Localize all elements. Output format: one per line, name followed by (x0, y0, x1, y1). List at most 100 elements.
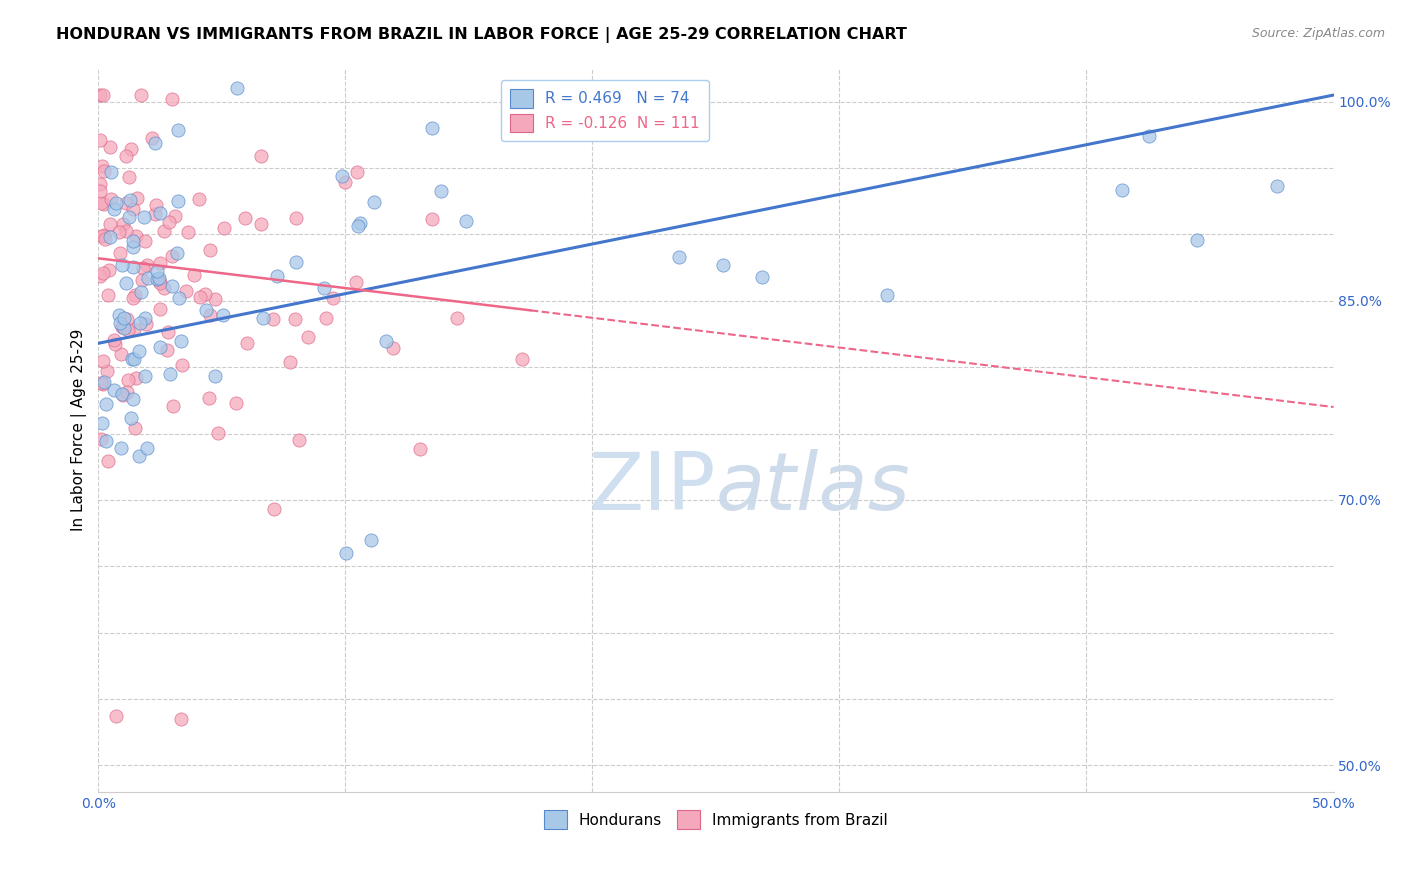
Point (346, 165, 368, 179)
Point (90, 195, 112, 210)
Point (409, 442, 432, 456)
Point (177, 225, 200, 239)
Point (312, 280, 335, 294)
Point (1137, 128, 1160, 143)
Point (111, 318, 134, 333)
Point (115, 149, 138, 163)
Point (194, 286, 217, 301)
Point (103, 383, 125, 397)
Point (446, 311, 468, 326)
Point (112, 320, 135, 334)
Point (93, 163, 115, 178)
Point (711, 258, 734, 272)
Point (236, 335, 259, 350)
Point (110, 347, 132, 361)
Point (125, 371, 148, 385)
Point (167, 291, 190, 305)
Point (94, 232, 117, 246)
Point (156, 343, 179, 358)
Point (146, 263, 169, 277)
Point (333, 175, 356, 189)
Point (124, 288, 146, 302)
Point (89, 88, 111, 103)
Point (360, 533, 382, 547)
Point (108, 309, 131, 323)
Point (335, 546, 357, 560)
Point (198, 308, 221, 322)
Point (131, 273, 153, 287)
Text: HONDURAN VS IMMIGRANTS FROM BRAZIL IN LABOR FORCE | AGE 25-29 CORRELATION CHART: HONDURAN VS IMMIGRANTS FROM BRAZIL IN LA… (56, 27, 907, 43)
Point (160, 279, 183, 293)
Point (117, 323, 139, 337)
Point (344, 276, 367, 290)
Point (108, 246, 131, 260)
Point (157, 215, 180, 229)
Point (134, 310, 156, 325)
Point (266, 268, 288, 283)
Point (93, 196, 115, 211)
Point (288, 434, 311, 448)
Point (349, 216, 371, 230)
Point (149, 302, 172, 317)
Point (115, 224, 138, 238)
Point (136, 441, 159, 455)
Point (153, 280, 176, 294)
Point (97, 454, 120, 468)
Point (122, 392, 145, 407)
Point (141, 131, 163, 145)
Point (132, 210, 155, 224)
Point (134, 369, 156, 384)
Point (89, 184, 111, 198)
Point (97, 262, 120, 277)
Point (430, 184, 453, 198)
Point (91, 266, 114, 280)
Point (668, 250, 690, 264)
Point (96, 288, 118, 302)
Point (100, 192, 122, 206)
Point (198, 244, 221, 258)
Y-axis label: In Labor Force | Age 25-29: In Labor Force | Age 25-29 (72, 329, 87, 532)
Point (93, 376, 115, 390)
Point (103, 202, 125, 216)
Point (120, 411, 142, 425)
Point (135, 317, 157, 331)
Point (149, 276, 172, 290)
Point (149, 340, 172, 354)
Point (166, 246, 188, 260)
Point (145, 272, 167, 286)
Point (285, 255, 308, 269)
Point (121, 202, 143, 217)
Point (166, 194, 188, 209)
Point (112, 388, 135, 402)
Point (159, 367, 181, 381)
Point (262, 312, 284, 326)
Point (115, 196, 138, 211)
Text: ZIP: ZIP (589, 449, 716, 527)
Point (132, 260, 155, 275)
Point (129, 316, 152, 330)
Point (118, 169, 141, 184)
Point (91, 376, 114, 391)
Point (118, 210, 141, 224)
Point (375, 334, 398, 349)
Point (145, 198, 167, 212)
Point (170, 334, 193, 348)
Point (346, 219, 368, 233)
Point (876, 288, 898, 302)
Point (118, 194, 141, 208)
Point (94, 434, 117, 449)
Point (454, 214, 477, 228)
Point (162, 399, 184, 413)
Point (188, 291, 211, 305)
Point (297, 330, 319, 344)
Point (127, 191, 149, 205)
Point (108, 225, 131, 239)
Point (89, 432, 111, 446)
Point (751, 270, 773, 285)
Point (285, 211, 308, 226)
Point (160, 92, 183, 106)
Point (174, 284, 197, 298)
Point (121, 351, 143, 366)
Point (1111, 183, 1133, 197)
Point (134, 234, 156, 248)
